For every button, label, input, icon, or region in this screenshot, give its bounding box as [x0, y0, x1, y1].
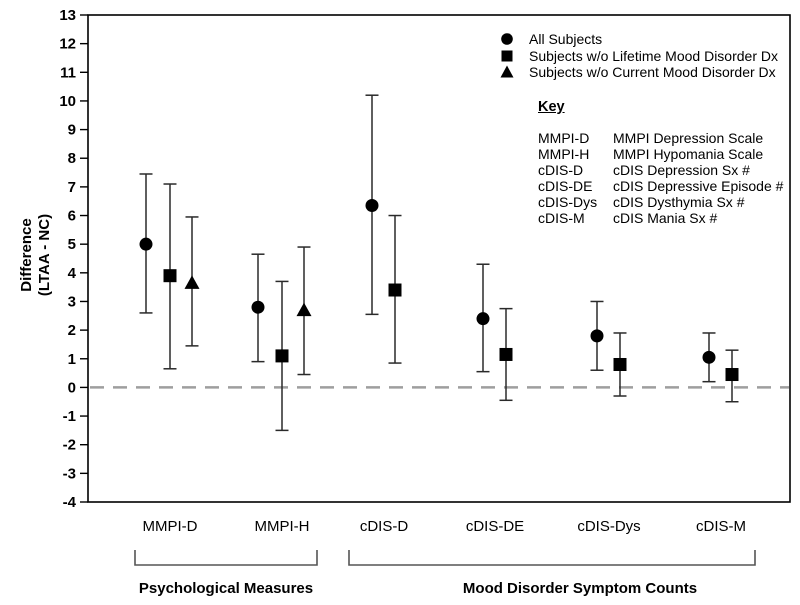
marker-square-cDIS-DE	[499, 347, 513, 361]
key-desc: cDIS Mania Sx #	[613, 210, 718, 226]
marker-circle-cDIS-Dys	[590, 329, 604, 343]
key-table: MMPI-D MMPI Depression Scale MMPI-H MMPI Hy…	[538, 130, 783, 226]
key-row: cDIS-M cDIS Mania Sx #	[538, 210, 783, 226]
group-bracket-1	[134, 550, 318, 566]
marker-triangle-MMPI-H	[296, 302, 312, 317]
legend-square-icon	[501, 50, 513, 62]
plot-frame	[87, 14, 791, 503]
marker-square-cDIS-D	[388, 283, 402, 297]
key-desc: cDIS Depressive Episode #	[613, 178, 784, 194]
key-abbr: cDIS-M	[538, 210, 585, 226]
y-tick-label: 5	[68, 236, 76, 253]
marker-circle-MMPI-D	[139, 237, 153, 251]
marker-circle-cDIS-D	[365, 199, 379, 213]
key-abbr: MMPI-D	[538, 130, 590, 146]
key-panel: Key MMPI-D MMPI Depression Scale MMPI-H MMP…	[538, 99, 783, 226]
key-desc: MMPI Depression Scale	[613, 130, 764, 146]
legend-item: Subjects w/o Lifetime Mood Disorder Dx	[500, 48, 778, 65]
x-category-label: MMPI-H	[255, 518, 310, 535]
y-tick-label: 13	[59, 7, 76, 24]
legend: All Subjects Subjects w/o Lifetime Mood D…	[500, 31, 778, 81]
legend-label: Subjects w/o Current Mood Disorder Dx	[529, 64, 776, 81]
legend-item: Subjects w/o Current Mood Disorder Dx	[500, 64, 778, 81]
y-tick-label: -1	[63, 408, 76, 425]
y-tick-label: 9	[68, 122, 76, 139]
group-label-mood-disorder-symptom-counts: Mood Disorder Symptom Counts	[462, 580, 698, 597]
key-desc: cDIS Dysthymia Sx #	[613, 194, 745, 210]
y-tick-label: 11	[60, 64, 76, 81]
y-tick-label: -4	[63, 494, 77, 511]
y-tick-label: 0	[68, 379, 76, 396]
legend-triangle-icon	[500, 65, 514, 78]
marker-square-MMPI-H	[275, 349, 289, 363]
x-category-label: MMPI-D	[143, 518, 198, 535]
y-tick-label: 4	[68, 265, 77, 282]
marker-square-MMPI-D	[163, 269, 177, 283]
x-category-label: cDIS-D	[360, 518, 409, 535]
key-desc: MMPI Hypomania Scale	[613, 146, 764, 162]
y-tick-label: 2	[68, 322, 76, 339]
key-abbr: cDIS-D	[538, 162, 584, 178]
x-category-label: cDIS-DE	[466, 518, 524, 535]
y-tick-label: 6	[68, 208, 76, 225]
y-tick-label: 3	[68, 293, 76, 310]
key-abbr: cDIS-DE	[538, 178, 593, 194]
y-tick-label: 1	[68, 351, 76, 368]
y-tick-label: 12	[59, 36, 76, 53]
marker-square-cDIS-Dys	[613, 357, 627, 371]
marker-circle-cDIS-M	[702, 350, 716, 364]
y-tick-label: 7	[68, 179, 76, 196]
legend-circle-icon	[501, 33, 513, 46]
y-tick-label: 8	[68, 150, 76, 167]
legend-item: All Subjects	[500, 31, 778, 48]
marker-circle-cDIS-DE	[476, 312, 490, 326]
key-title: Key	[538, 99, 565, 115]
group-label-psychological-measures: Psychological Measures	[138, 580, 314, 597]
key-row: MMPI-H MMPI Hypomania Scale	[538, 146, 783, 162]
marker-square-cDIS-M	[725, 368, 739, 382]
key-row: cDIS-Dys cDIS Dysthymia Sx #	[538, 194, 783, 210]
y-axis-title: Difference (LTAA - NC)	[18, 190, 54, 320]
key-row: cDIS-DE cDIS Depressive Episode #	[538, 178, 783, 194]
group-bracket-2	[348, 550, 756, 566]
x-category-label: cDIS-M	[696, 518, 746, 535]
y-axis-title-line1: Difference	[18, 218, 35, 292]
key-abbr: MMPI-H	[538, 146, 590, 162]
y-tick-label: -2	[63, 437, 76, 454]
x-category-label: cDIS-Dys	[577, 518, 640, 535]
marker-circle-MMPI-H	[251, 300, 265, 314]
legend-label: All Subjects	[529, 31, 603, 48]
y-axis-title-line2: (LTAA - NC)	[36, 213, 53, 297]
y-tick-label: -3	[63, 465, 76, 482]
marker-triangle-MMPI-D	[184, 275, 200, 289]
key-row: cDIS-D cDIS Depression Sx #	[538, 162, 783, 178]
key-abbr: cDIS-Dys	[538, 194, 598, 210]
y-tick-label: 10	[59, 93, 76, 110]
legend-label: Subjects w/o Lifetime Mood Disorder Dx	[529, 47, 778, 64]
key-row: MMPI-D MMPI Depression Scale	[538, 130, 783, 146]
key-desc: cDIS Depression Sx #	[613, 162, 750, 178]
